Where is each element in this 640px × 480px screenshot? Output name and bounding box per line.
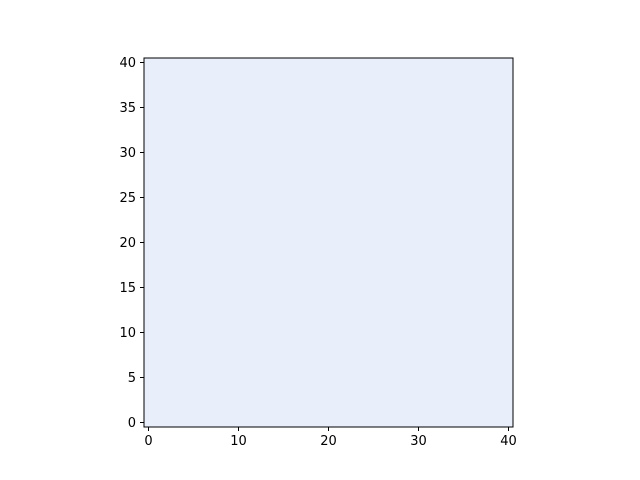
- y-tick-label: 15: [119, 281, 136, 296]
- y-tick-label: 35: [119, 101, 136, 116]
- y-tick-label: 40: [119, 56, 136, 71]
- y-tick-label: 30: [119, 146, 136, 161]
- y-tick-label: 10: [119, 326, 136, 341]
- plot-background: [144, 58, 513, 427]
- x-tick-label: 0: [144, 434, 152, 449]
- y-tick-label: 5: [128, 371, 136, 386]
- x-tick-label: 20: [320, 434, 337, 449]
- y-axis-ticks: 0 5 10 15 20 25 30 35 40: [119, 56, 144, 431]
- x-tick-label: 10: [230, 434, 247, 449]
- y-tick-label: 0: [128, 416, 136, 431]
- x-tick-label: 30: [410, 434, 427, 449]
- x-axis-ticks: 0 10 20 30 40: [144, 427, 517, 449]
- x-tick-label: 40: [500, 434, 517, 449]
- y-tick-label: 25: [119, 191, 136, 206]
- y-tick-label: 20: [119, 236, 136, 251]
